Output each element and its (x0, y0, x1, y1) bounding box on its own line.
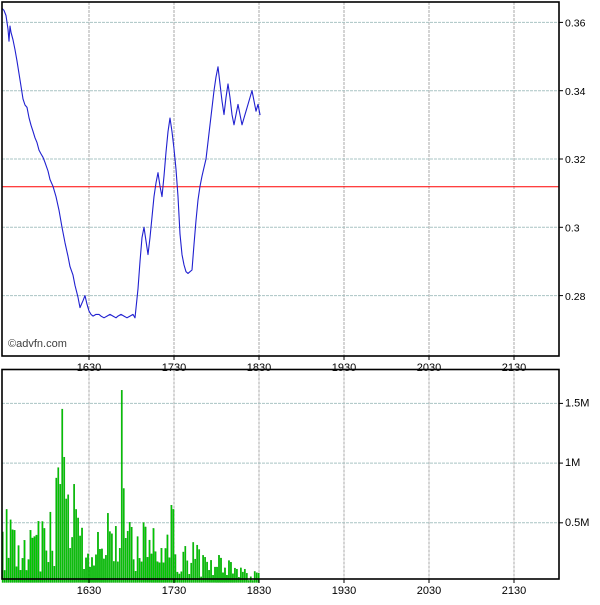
svg-text:0.5M: 0.5M (565, 517, 589, 529)
svg-text:0.36: 0.36 (565, 18, 586, 30)
svg-text:1930: 1930 (332, 585, 356, 597)
svg-text:0.3: 0.3 (565, 223, 580, 235)
svg-text:0.32: 0.32 (565, 154, 586, 166)
svg-text:1630: 1630 (77, 585, 101, 597)
svg-text:©advfn.com: ©advfn.com (8, 338, 67, 350)
svg-text:1.5M: 1.5M (565, 397, 589, 409)
svg-text:1M: 1M (565, 457, 580, 469)
svg-text:2030: 2030 (417, 585, 441, 597)
svg-text:1830: 1830 (247, 585, 271, 597)
svg-text:2130: 2130 (502, 585, 526, 597)
svg-text:1730: 1730 (162, 585, 186, 597)
svg-text:0.34: 0.34 (565, 86, 586, 98)
svg-text:0.28: 0.28 (565, 291, 586, 303)
